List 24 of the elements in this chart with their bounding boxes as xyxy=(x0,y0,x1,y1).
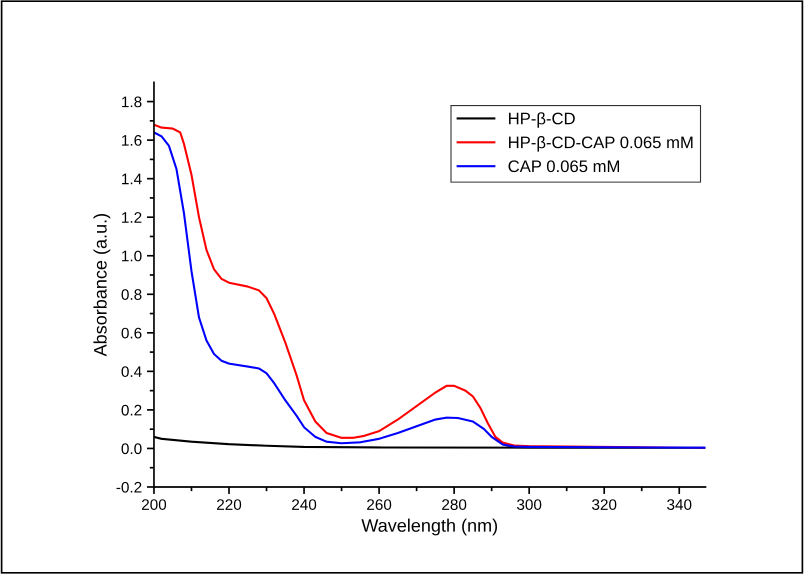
y-tick-label: 1.0 xyxy=(122,250,142,262)
y-tick-label: 0.0 xyxy=(122,443,142,454)
y-tick-label: 0.2 xyxy=(122,404,142,416)
y-tick-label: 0.6 xyxy=(122,328,142,339)
x-tick-label: 320 xyxy=(592,499,616,510)
y-tick-label: 0.8 xyxy=(122,289,142,300)
x-tick-label: 240 xyxy=(292,499,316,510)
legend-label: CAP 0.065 mM xyxy=(508,160,620,172)
y-tick-label: 1.8 xyxy=(122,96,142,108)
y-tick-label: 1.2 xyxy=(122,212,142,223)
x-tick-label: 340 xyxy=(667,499,692,510)
legend-label: HP-β-CD xyxy=(509,112,575,128)
x-axis-title: Wavelength (nm) xyxy=(361,518,498,536)
y-tick-label: -0.2 xyxy=(116,482,142,493)
x-tick-label: 260 xyxy=(367,499,392,510)
legend-label: HP-β-CD-CAP 0.065 mM xyxy=(509,136,692,152)
y-axis-title: Absorbance (a.u.) xyxy=(93,214,110,356)
x-tick-label: 280 xyxy=(442,499,466,510)
x-tick-label: 220 xyxy=(217,499,242,510)
y-tick-label: 1.6 xyxy=(122,134,142,146)
y-tick-label: 1.4 xyxy=(122,174,142,184)
x-tick-label: 300 xyxy=(517,499,542,510)
x-tick-label: 200 xyxy=(142,499,166,510)
y-tick-label: 0.4 xyxy=(122,366,142,378)
